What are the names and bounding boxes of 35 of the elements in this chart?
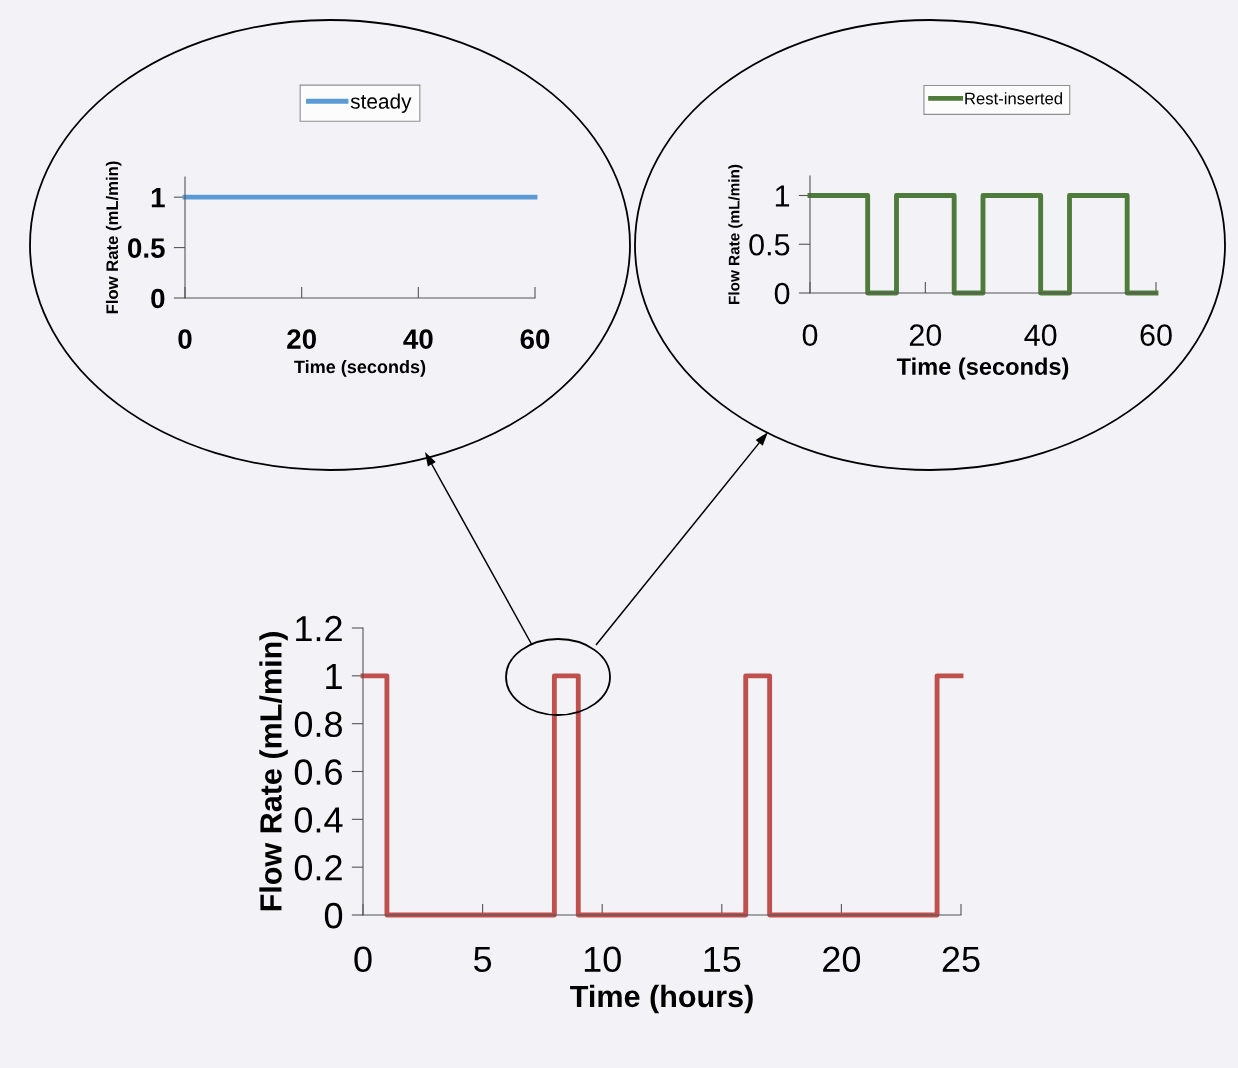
y-tick-label: 0	[324, 902, 343, 929]
x-tick-label: 60	[520, 329, 550, 349]
y-tick-label: 0	[151, 288, 165, 309]
x-tick-label: 25	[942, 946, 980, 973]
y-axis-title: Flow Rate (mL/min)	[105, 161, 122, 314]
legend-label: steady	[350, 93, 412, 113]
x-tick-label: 60	[1140, 324, 1172, 346]
y-axis-title: Flow Rate (mL/min)	[259, 632, 288, 911]
x-tick-label: 0	[178, 329, 192, 349]
y-tick-label: 0.2	[294, 855, 342, 881]
y-tick-label: 1	[326, 664, 342, 689]
y-tick-label: 0.8	[294, 711, 342, 738]
y-tick-label: 0.6	[294, 759, 342, 785]
x-tick-label: 0	[354, 946, 372, 973]
x-tick-label: 40	[1024, 324, 1057, 346]
y-tick-label: 0.5	[128, 238, 165, 258]
x-tick-label: 20	[287, 329, 316, 349]
x-tick-label: 40	[403, 329, 433, 349]
x-tick-label: 0	[802, 324, 818, 346]
x-tick-label: 15	[704, 946, 741, 973]
x-axis-title: Time (seconds)	[896, 357, 1069, 380]
y-tick-label: 1	[151, 188, 165, 208]
x-tick-label: 10	[584, 946, 621, 973]
x-tick-label: 5	[474, 946, 492, 973]
legend-label: Rest-inserted	[965, 92, 1062, 105]
x-axis-title: Time (hours)	[570, 984, 753, 1014]
y-tick-label: 0	[774, 282, 790, 305]
y-tick-label: 0.4	[294, 807, 343, 833]
x-tick-label: 20	[823, 946, 861, 973]
y-tick-label: 1	[775, 185, 790, 207]
y-tick-label: 1.2	[296, 615, 342, 642]
x-tick-label: 20	[909, 324, 942, 346]
x-axis-title: Time (seconds)	[294, 360, 426, 377]
y-tick-label: 0.5	[749, 233, 790, 256]
y-axis-title: Flow Rate (mL/min)	[728, 164, 743, 304]
